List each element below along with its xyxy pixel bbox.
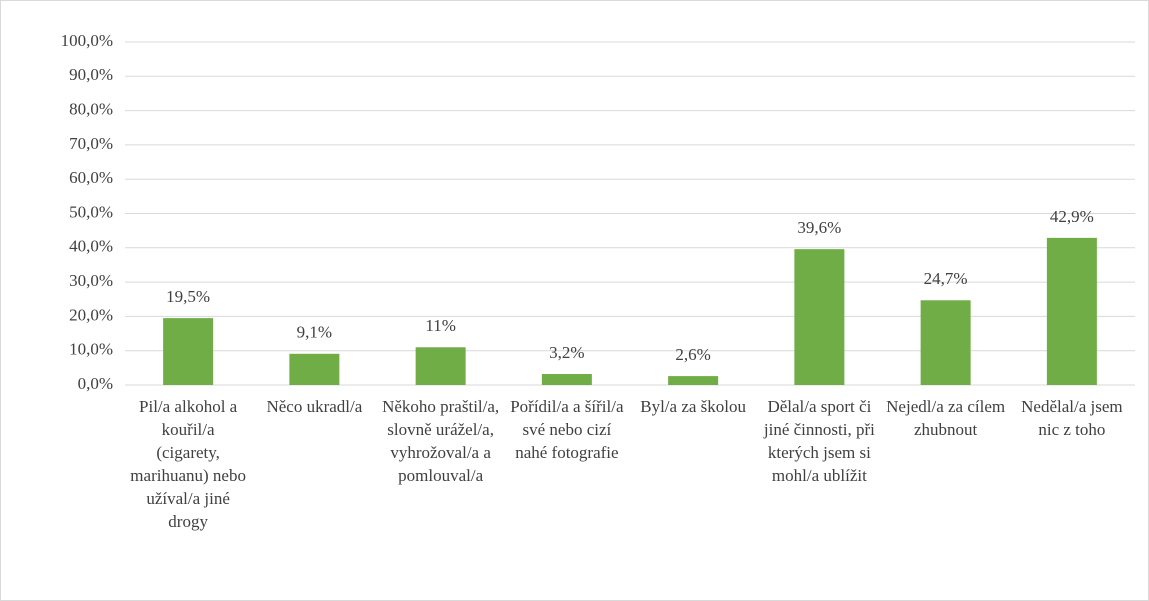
y-tick-label: 40,0% [69,237,113,256]
data-label: 39,6% [797,218,841,237]
y-tick-label: 70,0% [69,134,113,153]
x-tick-label: Nejedl/a za cílem zhubnout [886,397,1005,439]
y-tick-label: 100,0% [61,31,113,50]
y-tick-label: 30,0% [69,271,113,290]
x-tick-label: Pořídil/a a šířil/a své nebo cizí nahé fot… [510,397,624,462]
data-label: 3,2% [549,343,584,362]
data-label: 19,5% [166,287,210,306]
y-tick-label: 90,0% [69,65,113,84]
y-tick-label: 50,0% [69,202,113,221]
x-tick-label: Někoho praštil/a, slovně urážel/a, vyhrožo… [382,397,499,485]
bar [794,249,845,385]
x-tick-label: Pil/a alkohol a kouřil/a (cigarety, marihua… [130,397,246,531]
bar [920,300,971,385]
data-label: 9,1% [297,323,332,342]
y-tick-label: 10,0% [69,340,113,359]
x-tick-label: Nedělal/a jsem nic z toho [1021,397,1123,439]
x-tick-label: Byl/a za školou [640,397,746,416]
bar [541,374,592,385]
data-label: 2,6% [675,345,710,364]
bar [668,376,719,385]
bar [415,347,466,385]
data-label: 24,7% [924,269,968,288]
y-tick-label: 20,0% [69,305,113,324]
data-label: 11% [425,316,456,335]
y-tick-label: 0,0% [78,374,113,393]
y-tick-label: 60,0% [69,168,113,187]
x-tick-label: Něco ukradl/a [266,397,362,416]
x-tick-label: Dělal/a sport či jiné činnosti, při kterýc… [763,397,875,485]
bar [163,318,214,385]
bar [289,353,340,385]
y-tick-label: 80,0% [69,100,113,119]
bar [1046,237,1097,385]
data-label: 42,9% [1050,207,1094,226]
